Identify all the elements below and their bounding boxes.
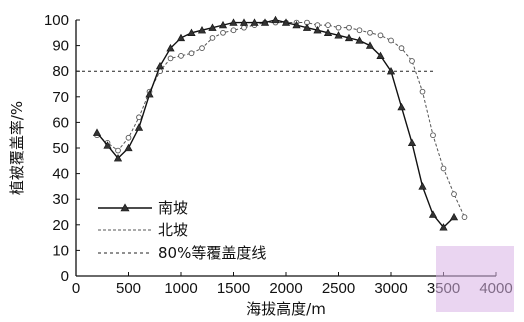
x-tick-label: 2500 [322,280,355,297]
point-south [134,123,144,131]
axes [75,20,496,277]
point-south [187,28,196,36]
y-tick-label: 60 [52,114,69,131]
point-north [409,58,415,64]
legend-label-north: 北坡 [158,221,188,239]
y-axis-title: 植被覆盖率/% [8,101,26,195]
legend-label-reference: 80%等覆盖度线 [158,244,266,262]
point-south [302,23,312,31]
point-south [250,18,259,26]
point-north [430,132,436,139]
legend-label-south: 南坡 [158,199,188,217]
point-south [365,41,375,49]
point-south [229,18,238,26]
point-north [178,52,184,59]
point-south [103,141,112,149]
y-tick-label: 70 [52,89,69,106]
point-south [418,182,427,190]
point-north [398,45,405,52]
x-tick-label: 1000 [164,280,197,297]
point-north [220,29,226,36]
logo-watermark-icon [436,246,514,312]
y-tick-label: 100 [44,12,69,29]
point-south [428,210,438,218]
y-tick-label: 90 [52,38,69,55]
point-north [115,147,121,154]
point-north [335,24,342,31]
point-south [218,20,228,29]
y-tick-label: 40 [52,166,69,183]
point-north [325,22,331,28]
point-south [449,212,459,221]
y-tick-label: 30 [52,191,69,208]
point-south [344,33,354,42]
legend-marker-south [120,203,130,212]
point-south [376,51,385,60]
point-south [313,26,322,34]
point-south [113,154,123,162]
point-north [188,50,195,57]
point-south [292,20,301,29]
point-south [155,61,165,70]
x-axis-title: 海拔高度/m [246,300,326,318]
point-north [356,27,363,34]
point-south [166,43,175,52]
y-tick-label: 80 [52,63,69,80]
point-south [145,90,154,98]
point-north [440,165,447,172]
point-north [419,88,426,95]
series-line-south [96,19,455,229]
point-north [241,24,247,31]
y-tick-label: 20 [52,217,69,234]
point-south [281,18,291,26]
point-south [124,143,133,152]
x-tick-label: 0 [72,280,80,297]
point-south [92,128,102,136]
point-south [208,23,217,31]
point-south [397,102,406,111]
point-south [407,138,417,147]
point-north [367,29,373,36]
x-tick-label: 2000 [269,280,302,297]
point-north [377,32,384,39]
point-north [461,214,468,220]
point-north [199,45,205,52]
point-north [388,37,394,44]
point-north [451,191,457,197]
y-tick-label: 50 [52,140,69,157]
point-south [271,15,280,24]
point-south [334,31,343,39]
point-south [260,18,270,26]
point-south [197,26,207,34]
point-north [136,114,142,121]
x-tick-label: 1500 [217,280,250,297]
series-line-north [96,22,465,218]
point-south [323,28,333,36]
point-north [209,35,216,41]
point-south [439,223,448,231]
y-tick-label: 10 [52,242,69,259]
point-north [125,134,132,141]
y-tick-label: 0 [61,268,69,285]
series-layer [76,15,468,231]
point-north [167,55,174,62]
point-south [355,36,364,44]
point-north [230,27,237,34]
x-tick-label: 3000 [374,280,407,297]
x-tick-label: 500 [116,280,141,297]
point-south [239,18,249,26]
point-south [386,66,396,75]
point-north [346,24,352,31]
point-south [176,33,186,42]
